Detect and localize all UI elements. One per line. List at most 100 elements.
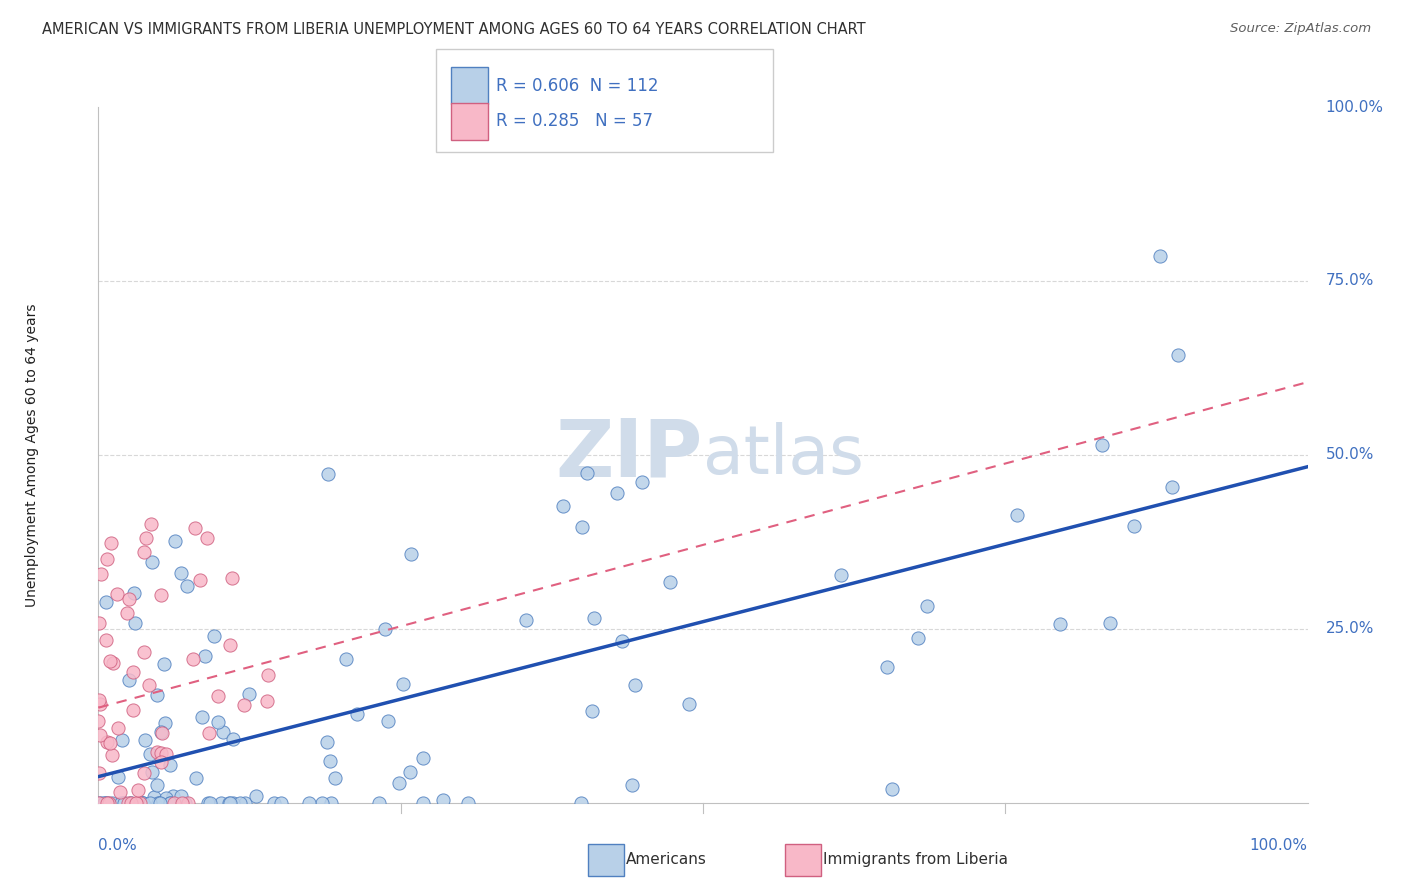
Text: ZIP: ZIP: [555, 416, 703, 494]
Point: [399, 547, 422, 561]
Point: [118, 673, 141, 688]
Point: [112, 796, 135, 810]
Point: [257, 668, 280, 682]
Point: [298, 796, 321, 810]
Point: [101, 747, 124, 762]
Point: [134, 733, 156, 747]
Point: [190, 573, 212, 587]
Point: [218, 796, 240, 810]
Point: [89, 796, 111, 810]
Point: [120, 796, 142, 810]
Point: [118, 592, 141, 607]
Point: [374, 622, 396, 636]
Point: [117, 796, 139, 810]
Point: [107, 770, 129, 784]
Point: [96, 796, 118, 810]
Point: [97, 796, 120, 810]
Point: [112, 796, 135, 810]
Point: [118, 796, 141, 810]
Point: [551, 500, 574, 514]
Point: [150, 725, 173, 739]
Point: [233, 698, 256, 712]
Point: [169, 566, 191, 580]
Text: 0.0%: 0.0%: [98, 838, 138, 853]
Point: [1122, 519, 1144, 533]
Point: [134, 765, 156, 780]
Point: [876, 660, 898, 674]
Point: [148, 796, 170, 810]
Point: [606, 486, 628, 500]
Point: [181, 652, 204, 666]
Point: [150, 588, 173, 602]
Point: [1049, 616, 1071, 631]
Point: [311, 796, 333, 810]
Point: [630, 475, 652, 490]
Point: [150, 747, 173, 761]
Point: [146, 796, 169, 810]
Point: [110, 796, 132, 810]
Point: [125, 796, 148, 810]
Text: Unemployment Among Ages 60 to 64 years: Unemployment Among Ages 60 to 64 years: [25, 303, 39, 607]
Point: [1167, 348, 1189, 362]
Point: [98, 654, 121, 668]
Point: [127, 796, 149, 810]
Text: atlas: atlas: [703, 422, 863, 488]
Text: Americans: Americans: [626, 853, 707, 867]
Point: [221, 571, 243, 585]
Point: [98, 736, 121, 750]
Point: [120, 796, 142, 810]
Point: [89, 728, 111, 742]
Point: [132, 796, 155, 810]
Point: [155, 715, 177, 730]
Text: Source: ZipAtlas.com: Source: ZipAtlas.com: [1230, 22, 1371, 36]
Point: [263, 796, 285, 810]
Point: [915, 599, 938, 614]
Point: [202, 629, 225, 643]
Point: [94, 796, 117, 810]
Point: [316, 467, 339, 482]
Point: [207, 714, 229, 729]
Point: [131, 796, 153, 810]
Point: [121, 703, 143, 717]
Point: [143, 789, 166, 804]
Point: [222, 731, 245, 746]
Point: [94, 595, 117, 609]
Point: [132, 645, 155, 659]
Point: [165, 534, 187, 549]
Point: [198, 796, 221, 810]
Point: [678, 698, 700, 712]
Point: [195, 532, 218, 546]
Point: [98, 796, 121, 810]
Point: [124, 615, 146, 630]
Point: [89, 766, 111, 780]
Point: [238, 687, 260, 701]
Point: [569, 796, 592, 810]
Point: [145, 778, 167, 792]
Point: [141, 555, 163, 569]
Point: [152, 657, 174, 672]
Point: [87, 796, 110, 810]
Point: [101, 656, 124, 670]
Point: [176, 579, 198, 593]
Point: [219, 796, 242, 810]
Point: [139, 747, 162, 762]
Point: [221, 796, 243, 810]
Point: [149, 796, 172, 810]
Point: [122, 586, 145, 600]
Point: [377, 714, 399, 728]
Point: [174, 796, 197, 810]
Point: [89, 697, 111, 711]
Point: [129, 796, 152, 810]
Text: AMERICAN VS IMMIGRANTS FROM LIBERIA UNEMPLOYMENT AMONG AGES 60 TO 64 YEARS CORRE: AMERICAN VS IMMIGRANTS FROM LIBERIA UNEM…: [42, 22, 866, 37]
Point: [219, 638, 242, 652]
Point: [515, 613, 537, 627]
Point: [155, 791, 177, 805]
Point: [127, 783, 149, 797]
Point: [391, 677, 413, 691]
Point: [319, 796, 342, 810]
Point: [87, 616, 110, 631]
Point: [115, 606, 138, 620]
Point: [135, 531, 157, 545]
Point: [138, 678, 160, 692]
Point: [335, 652, 357, 666]
